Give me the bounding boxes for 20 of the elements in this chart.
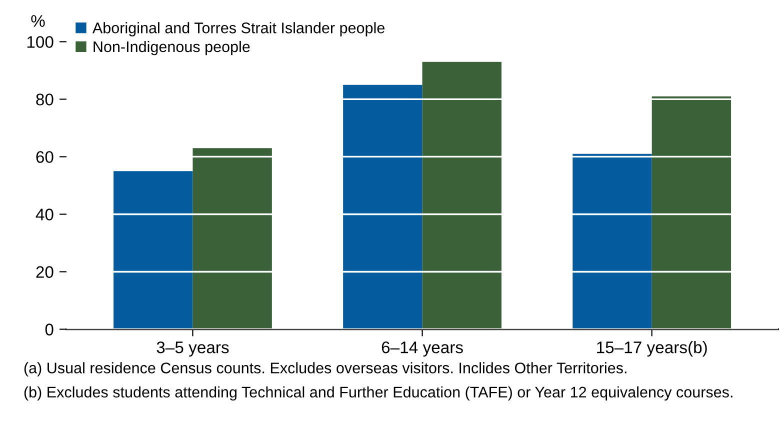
bar xyxy=(114,171,193,330)
legend-label: Non-Indigenous people xyxy=(94,40,250,56)
bar xyxy=(343,84,422,330)
text: (a) Usual residence Census counts. Excludes overseas visitors. Inclides Other Territories. xyxy=(24,362,626,376)
x-tick-label: 6–14 years xyxy=(382,341,463,357)
x-tick-label: 15–17 years(b) xyxy=(597,341,707,357)
y-tick-label: 40 xyxy=(36,208,54,220)
y-tick-label: 80 xyxy=(36,94,54,106)
bar xyxy=(422,62,502,330)
bar xyxy=(652,96,732,330)
bar xyxy=(572,154,652,330)
y-tick-label: 0 xyxy=(45,324,54,336)
y-tick-label: 100 xyxy=(27,36,54,48)
bar xyxy=(192,148,272,330)
x-tick-label: 3–5 years xyxy=(156,341,229,357)
legend-label: Aboriginal and Torres Strait Islander people xyxy=(92,22,384,36)
y-tick-label: 20 xyxy=(36,266,54,278)
text: (b) Excludes students attending Technical and Further Education (TAFE) or Year 12 equivalency courses. xyxy=(24,386,732,401)
y-tick-label: 60 xyxy=(36,151,54,163)
y-axis-title: % xyxy=(31,15,45,27)
